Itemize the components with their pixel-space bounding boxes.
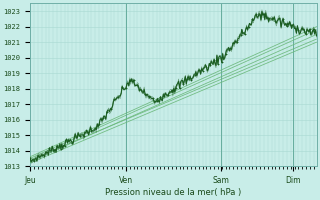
X-axis label: Pression niveau de la mer( hPa ): Pression niveau de la mer( hPa ) xyxy=(105,188,242,197)
